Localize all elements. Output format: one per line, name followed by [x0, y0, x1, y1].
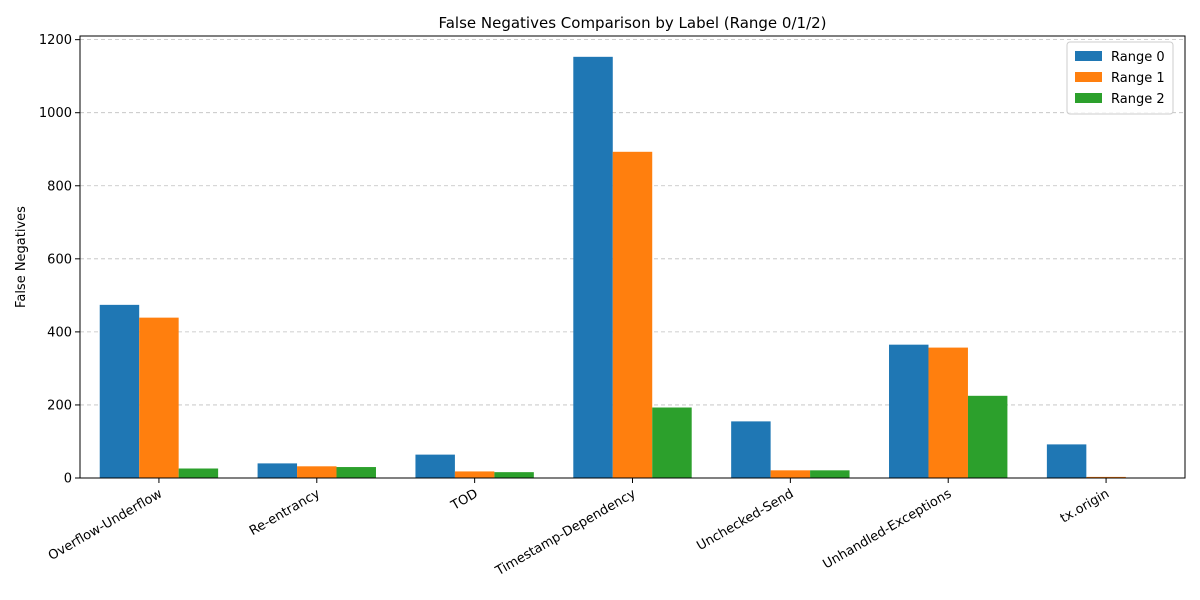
y-axis-label: False Negatives	[14, 206, 29, 308]
x-tick-label: tx.origin	[1058, 486, 1112, 526]
y-tick-label: 1000	[39, 106, 72, 121]
bar	[1086, 476, 1126, 478]
bar	[889, 344, 929, 478]
y-tick-label: 0	[64, 472, 72, 487]
x-tick-label: Unchecked-Send	[694, 486, 796, 554]
legend-swatch	[1075, 93, 1102, 103]
legend-label: Range 2	[1111, 92, 1165, 107]
x-tick-label: Overflow-Underflow	[46, 486, 165, 564]
bar	[652, 407, 692, 478]
axes	[75, 35, 1186, 483]
legend-label: Range 0	[1111, 50, 1165, 65]
bar	[612, 151, 653, 478]
legend-label: Range 1	[1111, 71, 1165, 86]
bar	[1046, 444, 1087, 478]
bar	[573, 56, 613, 479]
bar	[99, 304, 140, 478]
bar	[770, 470, 811, 478]
x-tick-label: Re-entrancy	[247, 486, 323, 539]
legend: Range 0 Range 1 Range 2	[1066, 41, 1174, 115]
y-tick-label: 800	[47, 179, 72, 194]
bar	[731, 421, 771, 478]
x-tick-label: TOD	[448, 486, 481, 514]
plot-frame	[79, 35, 1186, 479]
x-tick-label: Unhandled-Exceptions	[820, 486, 954, 572]
x-tick-label: Timestamp-Dependency	[492, 486, 638, 579]
bars	[99, 56, 1126, 479]
legend-swatch	[1075, 51, 1102, 61]
bar	[336, 467, 376, 478]
bar	[454, 471, 495, 478]
bar	[494, 472, 534, 478]
chart-title: False Negatives Comparison by Label (Ran…	[438, 14, 826, 32]
bar	[257, 463, 298, 478]
y-tick-label: 200	[47, 398, 72, 413]
bar	[297, 466, 337, 478]
y-tick-label: 1200	[39, 33, 72, 48]
y-tick-label: 400	[47, 325, 72, 340]
bar	[967, 395, 1008, 478]
legend-swatch	[1075, 72, 1102, 82]
bar	[810, 470, 850, 478]
bar	[928, 347, 968, 478]
bar	[415, 454, 455, 478]
y-tick-label: 600	[47, 252, 72, 267]
bar	[178, 468, 219, 478]
bar	[139, 317, 179, 478]
